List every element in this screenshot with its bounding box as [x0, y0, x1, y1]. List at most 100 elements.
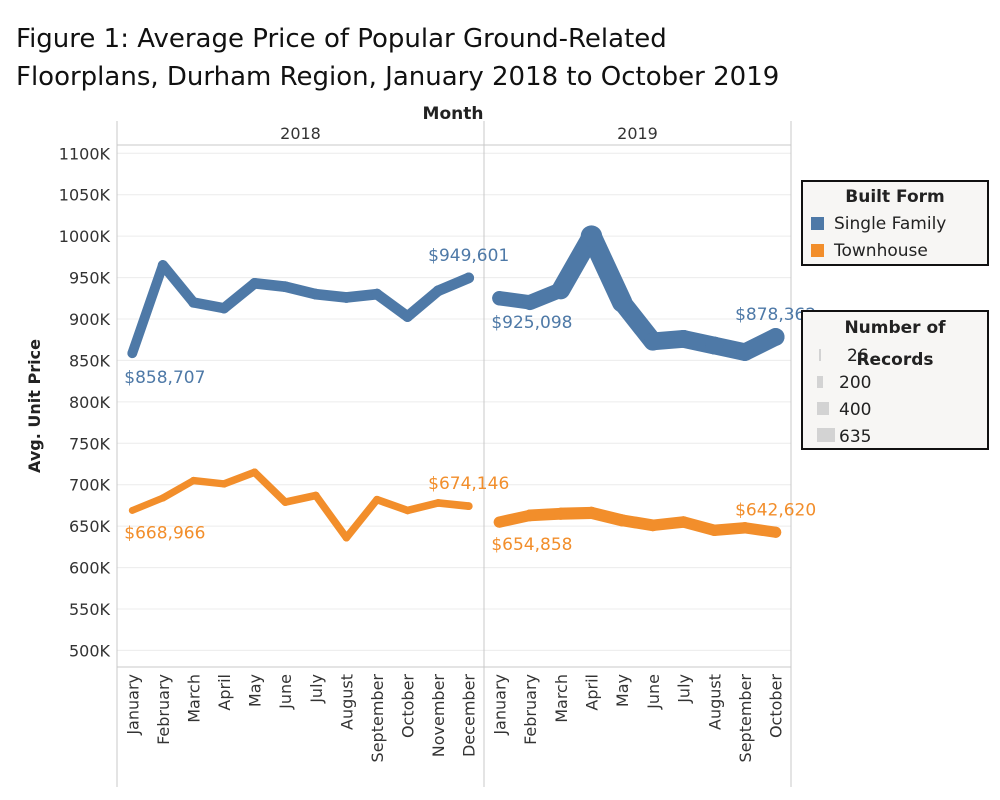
line-segment-single-family-2018-january: [127, 260, 168, 359]
legend-records-title: Number of Records: [844, 318, 946, 370]
legend-built-form-title: Built Form: [845, 187, 945, 207]
legend-label-records-400: 400: [839, 399, 872, 420]
data-point-townhouse-2019-may: [616, 514, 629, 527]
line-segment-single-family-2018-april: [218, 278, 260, 314]
chart-title: Figure 1: Average Price of Popular Groun…: [16, 20, 916, 96]
data-label-single-family-2018-january: $858,707: [124, 368, 205, 388]
data-point-townhouse-2018-november: [434, 499, 442, 507]
data-point-single-family-2018-december: [463, 272, 475, 284]
line-segment-townhouse-2018-november: [434, 499, 473, 510]
data-point-townhouse-2018-december: [464, 502, 473, 511]
data-point-single-family-2018-february: [157, 260, 168, 271]
chart-title-line-2: Floorplans, Durham Region, January 2018 …: [16, 62, 780, 92]
y-tick-label-1100k: 1100K: [59, 144, 111, 163]
x-tick-label-2019-august: August: [705, 674, 724, 730]
data-point-townhouse-2019-october: [770, 526, 782, 538]
line-segment-townhouse-2018-august: [342, 495, 381, 542]
x-tick-label-2018-july: July: [307, 674, 326, 704]
line-segment-single-family-2018-september: [371, 288, 413, 322]
y-tick-label-850k: 850K: [69, 351, 111, 370]
data-point-single-family-2018-november: [432, 285, 444, 297]
legend-label-townhouse: Townhouse: [834, 240, 928, 261]
line-segment-townhouse-2018-february: [159, 476, 198, 502]
data-point-single-family-2019-february: [522, 295, 538, 310]
line-segment-townhouse-2018-october: [403, 499, 442, 515]
x-tick-label-2019-october: October: [767, 674, 786, 738]
line-segment-townhouse-2018-september: [373, 495, 412, 515]
x-tick-label-2018-september: September: [368, 674, 387, 763]
data-point-townhouse-2019-february: [524, 509, 536, 522]
line-segment-townhouse-2018-january: [128, 494, 167, 514]
data-point-single-family-2018-january: [127, 348, 138, 359]
data-point-townhouse-2018-august: [342, 534, 351, 542]
x-tick-label-2018-june: June: [276, 674, 295, 710]
line-segment-townhouse-2018-may: [250, 468, 289, 506]
line-segment-single-family-2018-february: [157, 260, 199, 308]
data-point-townhouse-2019-april: [585, 506, 598, 520]
data-point-townhouse-2019-september: [739, 522, 751, 534]
data-label-townhouse-2019-january: $654,858: [491, 535, 572, 555]
x-tick-label-2019-april: April: [582, 674, 601, 711]
x-tick-label-2018-january: January: [123, 674, 142, 736]
legend-swatch-townhouse: [811, 244, 824, 257]
data-point-single-family-2018-april: [218, 303, 230, 314]
data-point-townhouse-2018-july: [312, 491, 320, 500]
x-tick-label-2019-july: July: [675, 674, 694, 704]
legend-label-records-26: 26: [847, 345, 869, 366]
y-tick-label-1050k: 1050K: [59, 186, 111, 205]
x-tick-label-2019-february: February: [521, 674, 540, 745]
line-segment-single-family-2018-november: [432, 272, 475, 297]
legend-item-townhouse[interactable]: Townhouse: [803, 237, 987, 264]
line-segment-single-family-2018-october: [402, 285, 444, 322]
data-point-single-family-2019-august: [705, 336, 724, 355]
legend-swatch-holder-635: [817, 427, 835, 447]
x-tick-label-2018-march: March: [184, 674, 203, 723]
data-point-single-family-2019-march: [552, 282, 569, 298]
legend-item-records-26: 26: [803, 342, 987, 369]
x-tick-label-2019-january: January: [490, 674, 509, 736]
legend-label-records-635: 635: [839, 426, 872, 447]
data-label-single-family-2019-january: $925,098: [491, 313, 572, 333]
legend-item-records-635: 635: [803, 423, 987, 450]
x-tick-label-2019-september: September: [736, 674, 755, 763]
data-point-townhouse-2018-october: [403, 506, 412, 515]
data-point-single-family-2019-january: [492, 291, 507, 306]
legend-swatch-records-635: [817, 427, 835, 442]
data-point-single-family-2018-june: [279, 281, 291, 293]
legend-item-single-family[interactable]: Single Family: [803, 210, 987, 237]
x-tick-label-2019-may: May: [613, 674, 632, 707]
x-tick-label-2019-june: June: [644, 674, 663, 710]
legend-swatch-records-200: [817, 375, 823, 388]
y-tick-label-750k: 750K: [69, 434, 111, 453]
legend-item-records-200: 200: [803, 369, 987, 396]
legend-number-of-records: Number of Records 26 200 400 635: [801, 310, 989, 450]
panel-header-2019: 2019: [617, 124, 658, 143]
data-point-single-family-2018-march: [188, 297, 199, 308]
data-point-single-family-2019-may: [612, 292, 632, 313]
legend-label-records-200: 200: [839, 372, 872, 393]
data-label-townhouse-2018-december: $674,146: [428, 474, 509, 494]
data-point-single-family-2018-july: [310, 288, 322, 300]
data-point-townhouse-2019-march: [554, 507, 567, 520]
line-segment-townhouse-2018-july: [312, 491, 351, 542]
data-point-single-family-2019-april: [580, 225, 603, 247]
data-point-single-family-2019-june: [643, 332, 662, 351]
data-point-single-family-2018-october: [402, 311, 413, 322]
x-tick-label-2018-may: May: [246, 674, 265, 707]
legend-swatch-holder-400: [817, 400, 833, 420]
legend-swatch-records-26: [819, 348, 821, 361]
x-tick-label-2018-november: November: [429, 674, 448, 758]
panel-header-2018: 2018: [280, 124, 321, 143]
data-label-single-family-2018-december: $949,601: [428, 246, 509, 266]
y-tick-label-550k: 550K: [69, 600, 111, 619]
chart-title-line-1: Figure 1: Average Price of Popular Groun…: [16, 24, 667, 54]
column-header-month: Month: [423, 104, 484, 124]
data-point-townhouse-2018-february: [159, 494, 167, 502]
x-tick-label-2018-february: February: [154, 674, 173, 745]
line-segment-townhouse-2018-march: [189, 476, 228, 488]
data-point-single-family-2019-september: [736, 343, 754, 361]
data-point-townhouse-2019-july: [677, 516, 690, 528]
y-axis-label: Avg. Unit Price: [25, 339, 44, 473]
data-point-townhouse-2019-june: [647, 519, 659, 532]
